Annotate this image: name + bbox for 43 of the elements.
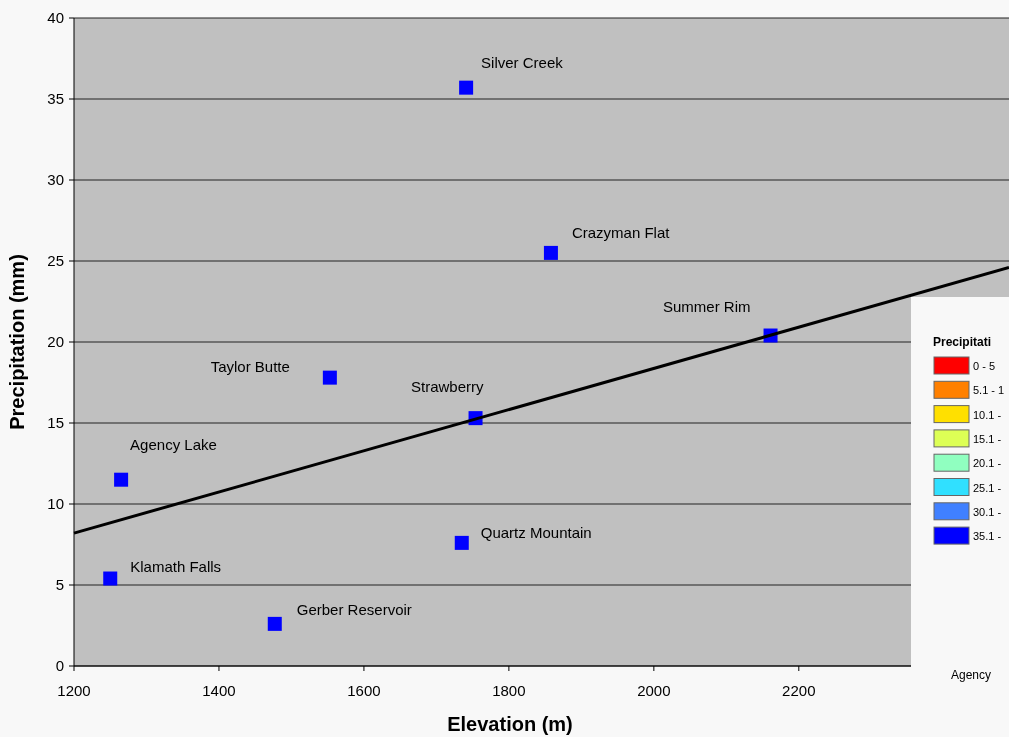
annotation: 20.1 -	[973, 457, 1002, 470]
x-tick-label: 1600	[347, 682, 381, 699]
text: Agency	[951, 668, 992, 682]
point	[322, 370, 337, 385]
point	[114, 472, 129, 487]
y-tick-label: 20	[47, 333, 64, 351]
annotation: 15.1 -	[973, 432, 1002, 445]
x-tick-label: 1800	[492, 682, 526, 699]
y-axis-title: Precipitation (mm)	[6, 254, 28, 430]
x-tick-label: 1200	[57, 682, 91, 699]
x-tick-label: 1400	[202, 682, 236, 699]
annotation: Klamath Falls	[130, 557, 222, 575]
x-tick-label: 2000	[637, 682, 671, 699]
annotation: 25.1 -	[973, 481, 1002, 494]
y-tick-label: 10	[47, 495, 64, 513]
point	[267, 616, 282, 631]
x-tick-label: 2200	[782, 682, 816, 699]
annotation: 30.1 -	[973, 505, 1002, 518]
annotation: Summer Rim	[663, 297, 751, 315]
y-tick-label: 30	[47, 171, 64, 189]
point	[454, 535, 469, 550]
y-tick-label: 35	[47, 90, 64, 108]
y-tick-label: 40	[47, 9, 64, 27]
point	[459, 80, 474, 95]
point	[103, 571, 118, 586]
annotation: 5.1 - 1	[973, 384, 1005, 397]
y-tick-label: 5	[55, 576, 64, 594]
annotation: Agency Lake	[130, 435, 217, 453]
annotation: 35.1 -	[973, 530, 1002, 543]
point	[543, 245, 558, 260]
annotation: Gerber Reservoir	[296, 600, 412, 618]
annotation: Taylor Butte	[210, 357, 290, 375]
y-tick-label: 25	[47, 252, 64, 270]
annotation: 0 - 5	[973, 360, 996, 372]
y-tick-label: 0	[55, 657, 64, 675]
annotation: Crazyman Flat	[571, 223, 671, 241]
annotation: 10.1 -	[973, 408, 1002, 421]
annotation: Precipitati	[933, 335, 992, 349]
annotation: Quartz Mountain	[480, 523, 592, 541]
annotation: Silver Creek	[481, 53, 564, 71]
x-axis-title: Elevation (m)	[447, 713, 573, 735]
annotation: Strawberry	[411, 378, 485, 396]
y-tick-label: 15	[47, 414, 64, 432]
